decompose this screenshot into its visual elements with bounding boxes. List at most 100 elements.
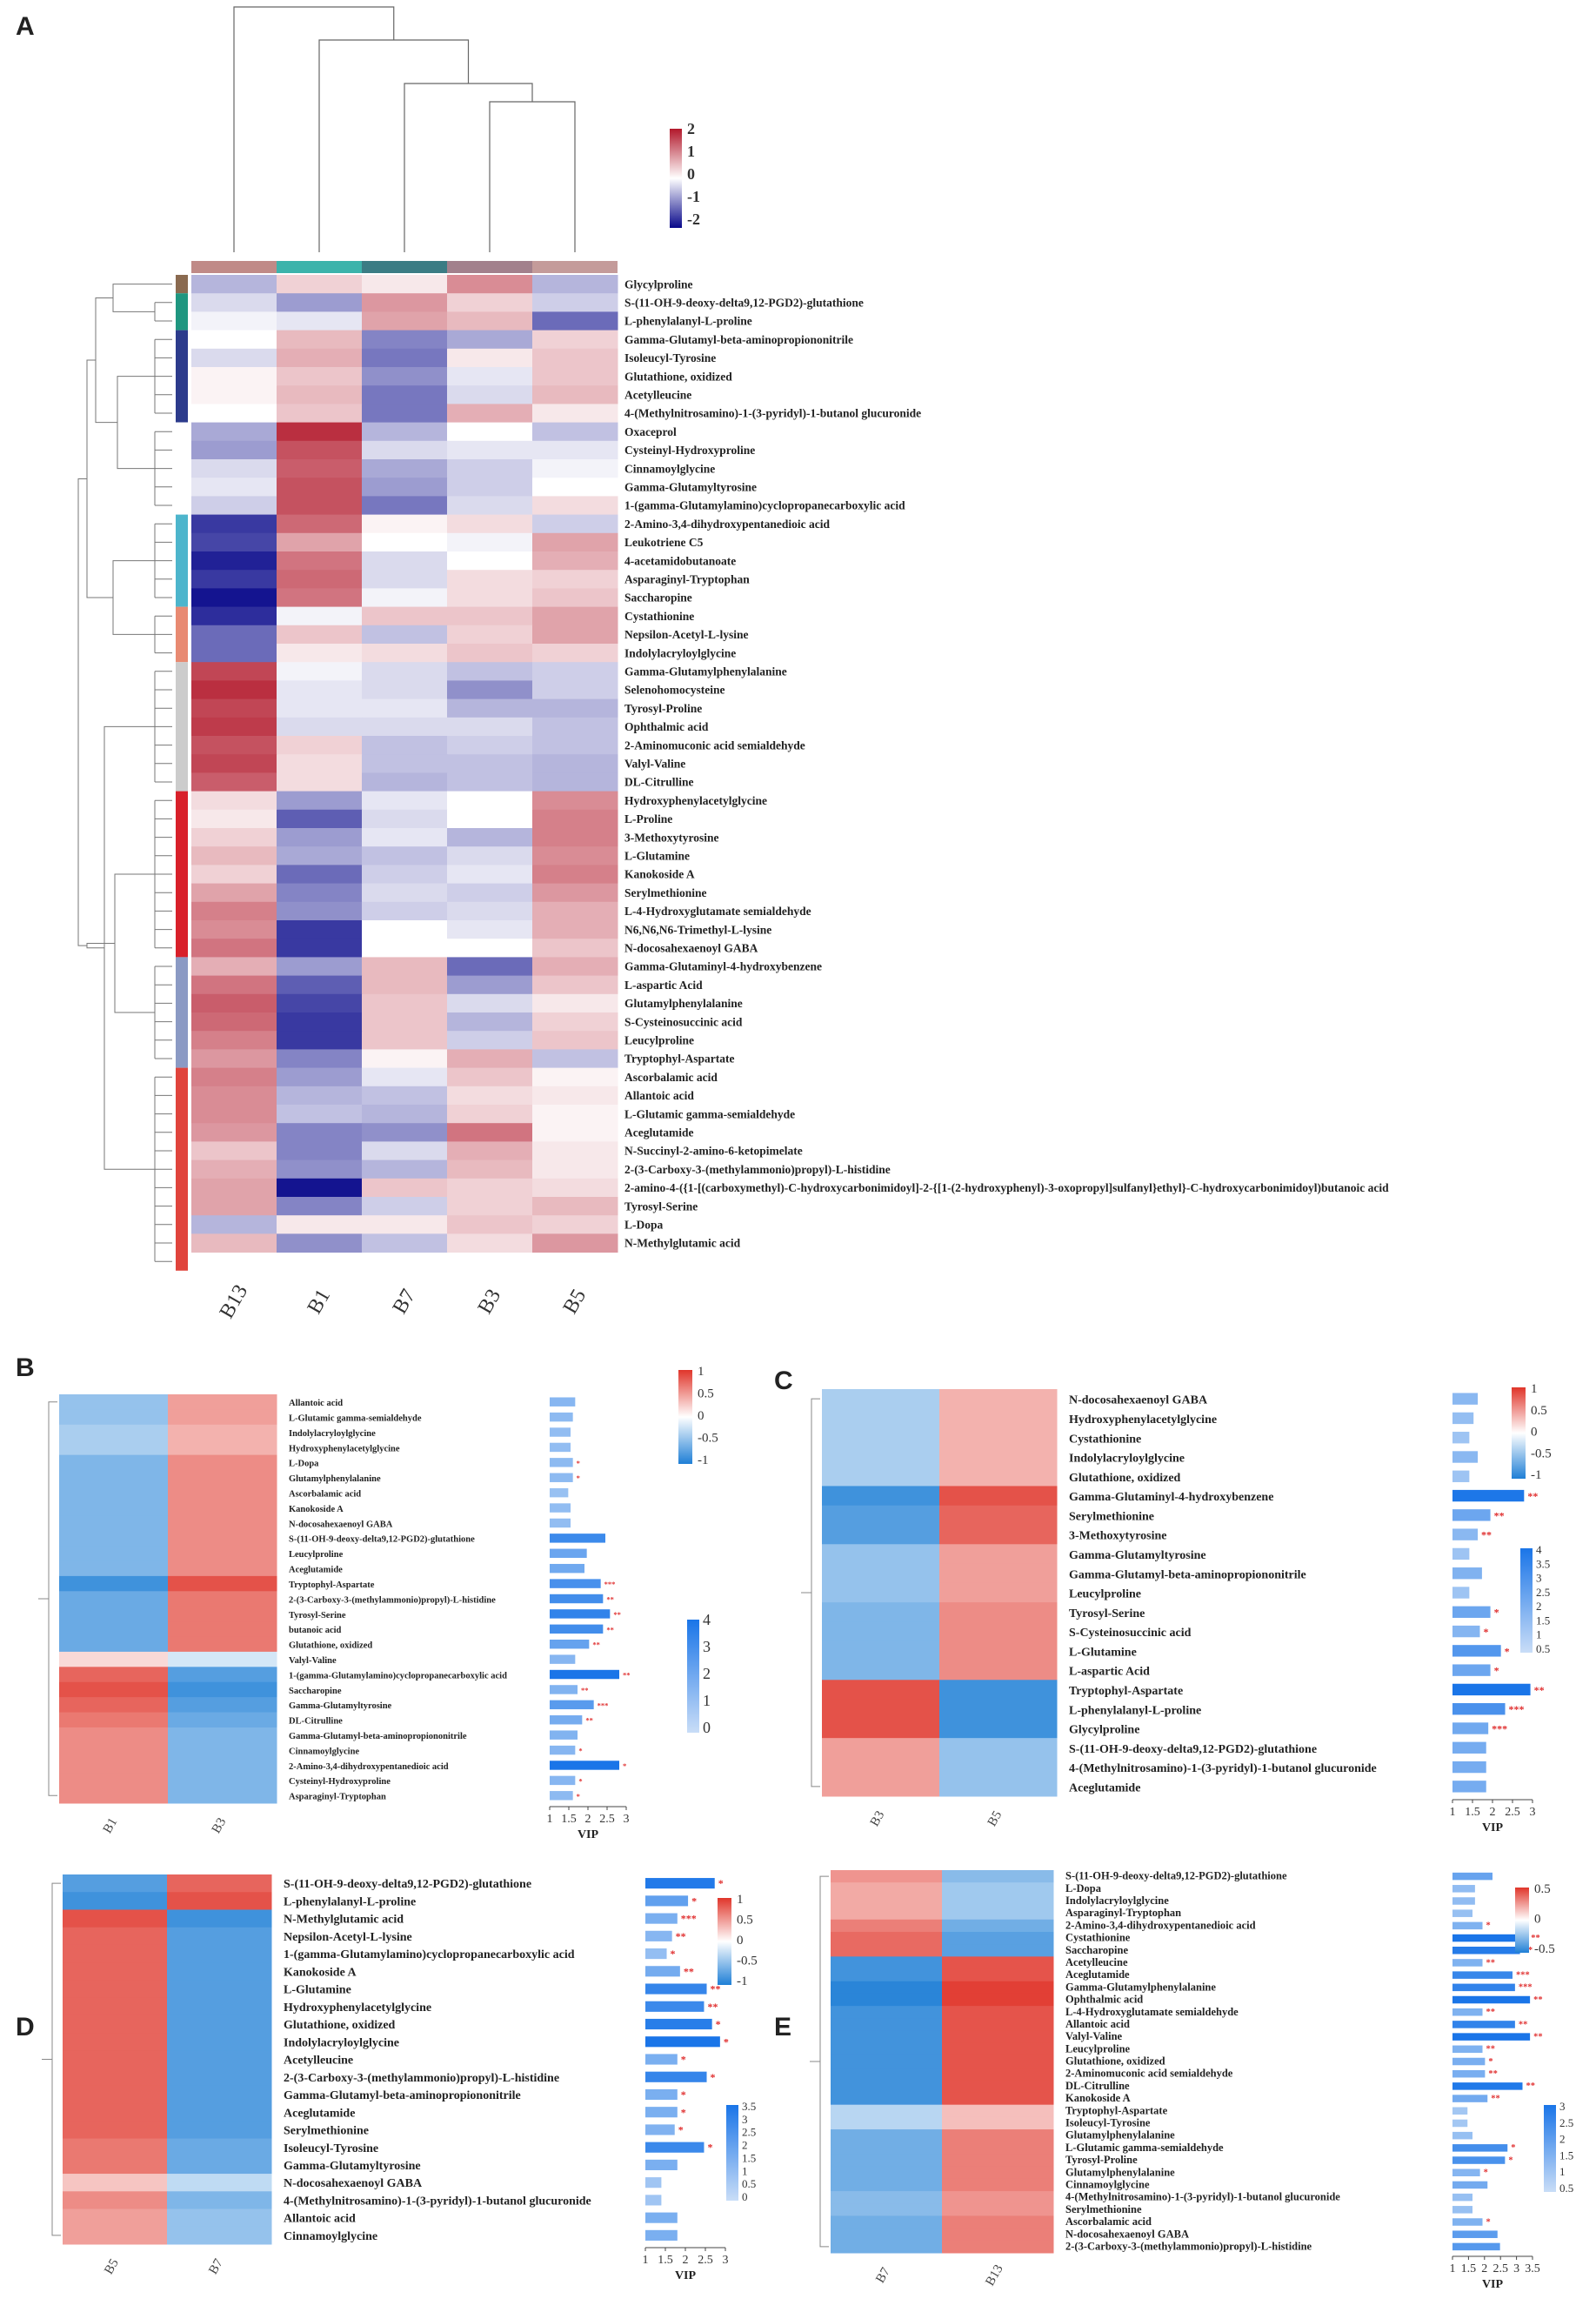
heat-cell-left xyxy=(59,1636,169,1653)
heat-cell xyxy=(277,1197,363,1216)
heat-cell-left xyxy=(822,1738,940,1758)
heat-cell xyxy=(532,532,618,552)
heat-cell-left xyxy=(831,2030,943,2044)
row-label: S-(11-OH-9-deoxy-delta9,12-PGD2)-glutath… xyxy=(1065,1870,1287,1882)
heat-cell xyxy=(191,736,277,755)
vip-bar xyxy=(1452,1781,1486,1793)
heat-cell-right xyxy=(939,1544,1058,1565)
sample-color-B13 xyxy=(191,261,277,273)
row-label: Tyrosyl-Serine xyxy=(1069,1607,1145,1620)
row-label: Gamma-Glutaminyl-4-hydroxybenzene xyxy=(1069,1491,1273,1504)
heat-cell-left xyxy=(63,1997,168,2016)
heat-cell xyxy=(277,1123,363,1142)
heat-cell xyxy=(362,957,448,977)
heat-cell xyxy=(191,698,277,718)
heat-cell xyxy=(447,993,533,1013)
heat-cell xyxy=(362,846,448,865)
row-label: Aceglutamide xyxy=(1065,1968,1130,1981)
heat-cell-right xyxy=(168,1530,277,1547)
row-label: S-Cysteinosuccinic acid xyxy=(1069,1627,1192,1640)
heat-cell xyxy=(362,1178,448,1198)
significance-mark: ** xyxy=(1481,1529,1492,1541)
vip-legend-bar xyxy=(687,1620,699,1733)
vip-axis-tick-label: 1.5 xyxy=(561,1813,577,1826)
row-label: Cysteinyl-Hydroxyproline xyxy=(624,444,755,457)
row-label: 2-Amino-3,4-dihydroxypentanedioic acid xyxy=(1065,1919,1256,1931)
heat-cell xyxy=(277,625,363,645)
heat-cell xyxy=(362,570,448,589)
row-label: Isoleucyl-Tyrosine xyxy=(624,351,716,364)
row-label: S-(11-OH-9-deoxy-delta9,12-PGD2)-glutath… xyxy=(284,1878,531,1891)
heat-cell-left xyxy=(822,1427,940,1448)
vip-axis-tick-label: 1.5 xyxy=(1461,2262,1477,2275)
significance-mark: *** xyxy=(604,1580,616,1588)
row-label: Tryptophyl-Aspartate xyxy=(1065,2104,1168,2116)
row-label: Isoleucyl-Tyrosine xyxy=(1065,2117,1151,2129)
heat-cell-right xyxy=(942,2142,1054,2155)
significance-mark: ** xyxy=(1534,1684,1545,1696)
vip-legend-tick: 0.5 xyxy=(1536,1642,1550,1655)
heat-cell-right xyxy=(939,1408,1058,1429)
vip-legend-bar xyxy=(1520,1548,1533,1653)
heat-cell xyxy=(362,901,448,921)
heat-cell xyxy=(191,1123,277,1142)
vip-legend-tick: 3 xyxy=(703,1638,711,1655)
heat-cell-left xyxy=(831,2191,943,2204)
heat-cell-left xyxy=(831,1870,943,1883)
panel-letter-b: B xyxy=(16,1353,35,1382)
row-dendrogram xyxy=(811,1398,820,1787)
vip-legend-tick: 3 xyxy=(1536,1572,1542,1585)
heat-cell-right xyxy=(168,1697,277,1714)
left-dendrogram-link xyxy=(130,616,156,653)
heat-cell xyxy=(447,514,533,534)
heat-cell xyxy=(362,717,448,737)
vip-bar xyxy=(645,1895,689,1907)
heat-cell xyxy=(532,939,618,958)
row-label: Tyrosyl-Proline xyxy=(1065,2154,1138,2166)
heat-cell xyxy=(277,865,363,885)
heat-cell-left xyxy=(822,1389,940,1409)
vip-bar xyxy=(1452,1451,1479,1463)
row-label: 3-Methoxytyrosine xyxy=(1069,1530,1167,1543)
heat-cell-left xyxy=(822,1602,940,1622)
heat-cell xyxy=(191,1067,277,1087)
heat-cell-right xyxy=(942,2228,1054,2242)
heat-cell xyxy=(191,1012,277,1032)
vip-legend-tick: 1.5 xyxy=(1559,2148,1573,2162)
cluster-strip xyxy=(176,422,188,515)
significance-mark: *** xyxy=(1509,1703,1525,1715)
row-label: Nepsilon-Acetyl-L-lysine xyxy=(624,628,749,641)
panel-d: D S-(11-OH-9-deoxy-delta9,12-PGD2)-glutat… xyxy=(16,1874,758,2282)
heat-cell-right xyxy=(942,1944,1054,1957)
vip-bar xyxy=(1452,2045,1483,2054)
row-label: Cinnamoylglycine xyxy=(1065,2178,1150,2190)
vip-bar xyxy=(550,1640,590,1649)
panel-letter-a: A xyxy=(16,12,35,41)
heat-cell-right xyxy=(942,2178,1054,2192)
vip-bar xyxy=(550,1487,569,1498)
vip-axis-tick-label: 1.5 xyxy=(658,2254,673,2267)
heat-cell xyxy=(191,551,277,571)
heat-cell-right xyxy=(167,1962,272,1981)
heat-cell xyxy=(447,478,533,497)
heat-cell xyxy=(532,1159,618,1179)
row-label: Glutamylphenylalanine xyxy=(289,1474,381,1484)
heat-cell xyxy=(191,404,277,424)
heat-cell xyxy=(532,1215,618,1234)
significance-mark: * xyxy=(1483,1626,1488,1638)
heat-cell xyxy=(447,1141,533,1161)
row-label: Indolylacryloylglycine xyxy=(624,646,736,659)
vip-axis-tick-label: 3.5 xyxy=(1525,2262,1540,2275)
vip-axis-tick-label: 2.5 xyxy=(698,2254,713,2267)
row-label: Glutamylphenylalanine xyxy=(1065,2166,1175,2178)
heat-cell-left xyxy=(831,1993,943,2007)
sample-color-B5 xyxy=(532,261,618,273)
heat-cell xyxy=(447,1067,533,1087)
heat-cell-right xyxy=(168,1409,277,1426)
row-label: N-Succinyl-2-amino-6-ketopimelate xyxy=(624,1145,803,1158)
heat-cell-right xyxy=(168,1681,277,1698)
heat-cell xyxy=(191,791,277,811)
heat-cell-left xyxy=(822,1582,940,1603)
heat-cell-left xyxy=(59,1712,169,1728)
heat-cell xyxy=(277,736,363,755)
